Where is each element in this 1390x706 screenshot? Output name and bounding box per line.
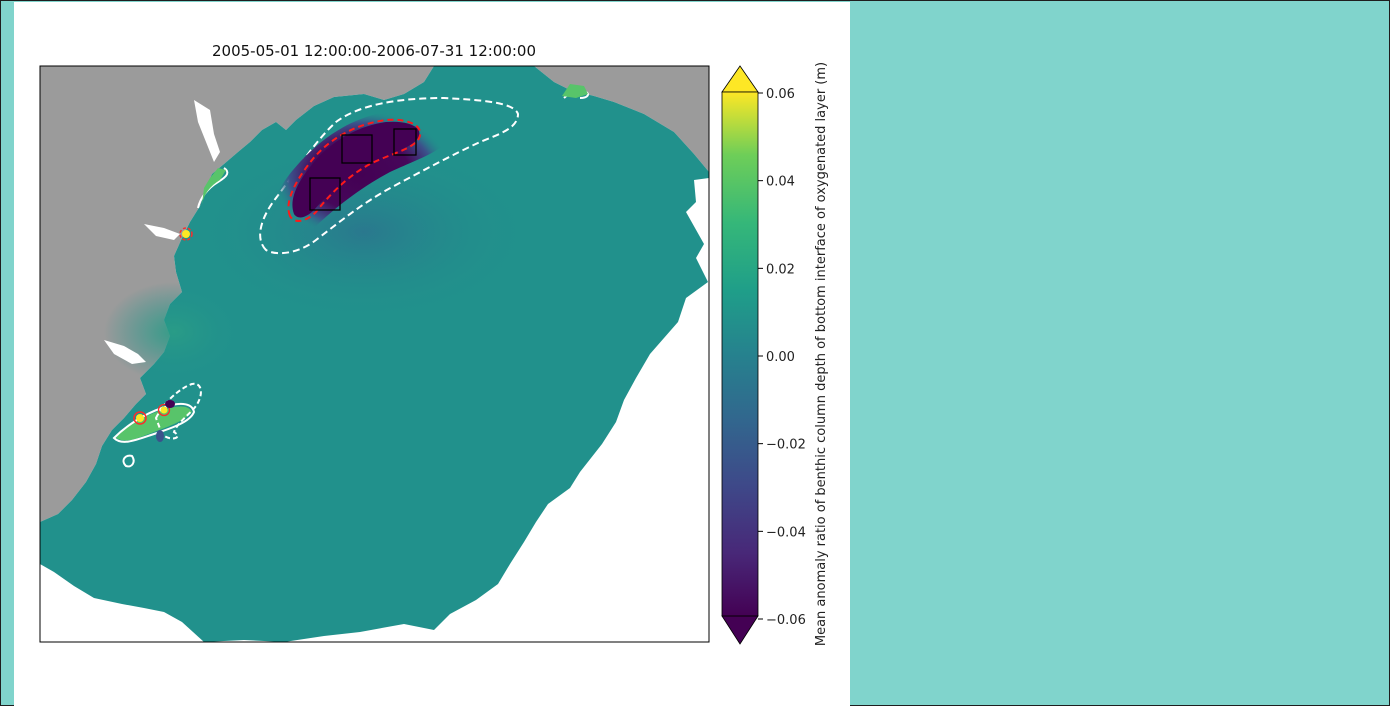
hotspot-south-2-contour [157, 403, 171, 417]
shelf-gradient [194, 142, 534, 322]
positive-patch-ne [562, 84, 588, 98]
hotspot-south-2 [160, 406, 168, 414]
colorbar-extend-bottom [721, 615, 759, 645]
figure-svg: 2005-05-01 12:00:00-2006-07-31 12:00:00 [39, 42, 829, 646]
neg-spot-south-2 [156, 430, 164, 442]
figure-panel: 2005-05-01 12:00:00-2006-07-31 12:00:00 [14, 2, 850, 706]
land-area [40, 66, 434, 522]
contour-outer-dashed [259, 96, 520, 255]
contour-coast-solid-1 [197, 167, 229, 209]
colorbar: 0.06 0.04 0.02 0.00 −0.02 −0.04 −0.06 [721, 65, 806, 645]
colorbar-tick-label: 0.00 [766, 350, 795, 365]
estuary-gap-1 [194, 100, 220, 162]
coastal-gradient [104, 282, 244, 382]
study-box-2 [341, 134, 373, 164]
contour-south-solid [112, 402, 196, 468]
study-box-3 [393, 128, 417, 156]
estuary-gap-2 [104, 340, 146, 364]
colorbar-label: Mean anomaly ratio of benthic column dep… [814, 62, 829, 646]
hotspot-north-contour [179, 227, 193, 241]
map-axes [40, 66, 709, 642]
positive-patch-north [202, 168, 226, 204]
colorbar-tick-label: −0.02 [766, 438, 806, 453]
contour-inner-dashed-red [287, 118, 422, 222]
colorbar-tick-label: −0.04 [766, 525, 806, 540]
land-ne-corner [534, 66, 709, 172]
estuary-gap-3 [144, 224, 180, 240]
hotspot-south-1-contour [133, 411, 147, 425]
colorbar-tick-label: 0.02 [766, 262, 795, 277]
colorbar-tick-label: −0.06 [766, 613, 806, 628]
positive-patch-south [116, 406, 192, 441]
colorbar-ticks: 0.06 0.04 0.02 0.00 −0.02 −0.04 −0.06 [758, 87, 806, 628]
map-title: 2005-05-01 12:00:00-2006-07-31 12:00:00 [212, 42, 536, 60]
neg-spot-south [165, 400, 175, 408]
colorbar-extend-top [721, 65, 759, 93]
colorbar-tick-label: 0.04 [766, 175, 795, 190]
map-frame [39, 65, 710, 643]
hotspot-north [182, 230, 190, 238]
negative-anomaly-inner [292, 121, 420, 218]
study-box-1 [309, 177, 341, 211]
colorbar-frame [721, 91, 759, 617]
colorbar-gradient [722, 92, 758, 616]
colorbar-tick-label: 0.06 [766, 87, 795, 102]
hotspot-south-1 [136, 414, 144, 422]
contour-south-dashed [154, 382, 202, 440]
